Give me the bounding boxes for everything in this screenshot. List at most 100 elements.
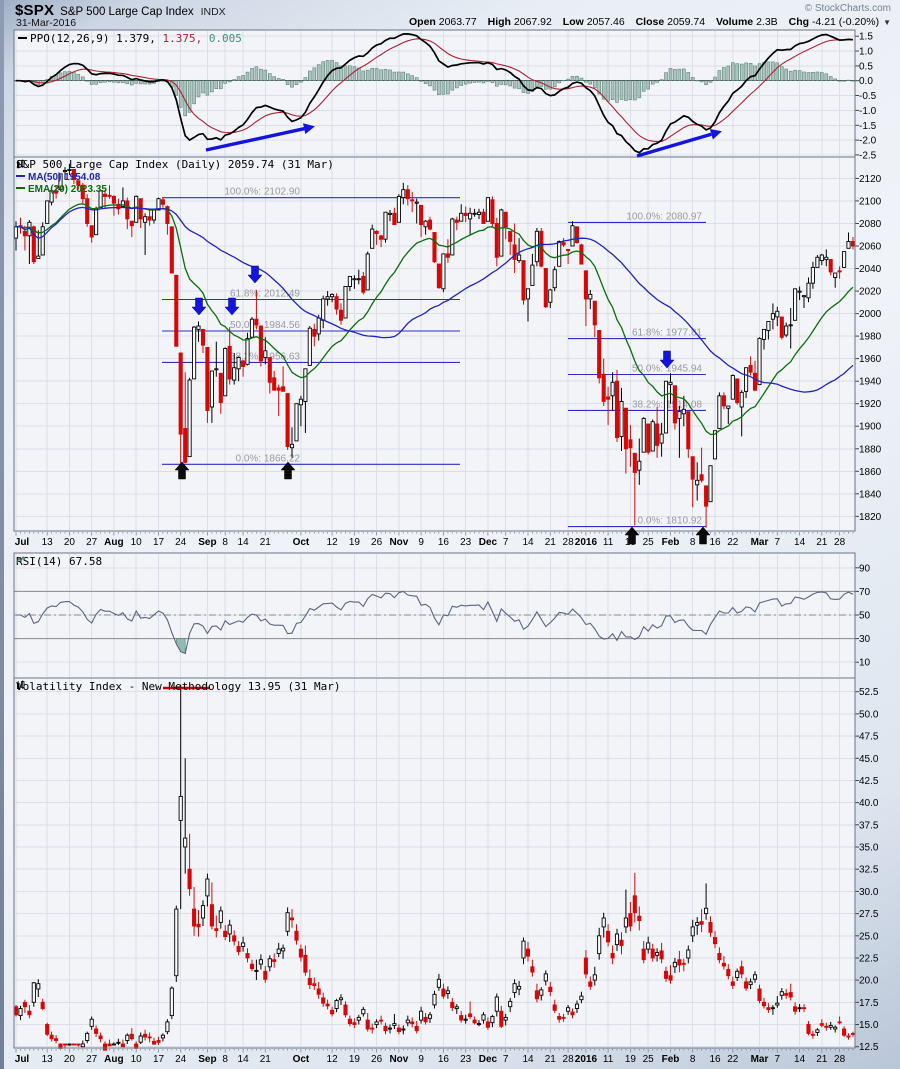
svg-text:61.8%: 2012.49: 61.8%: 2012.49 [230, 289, 300, 300]
svg-text:Mar: Mar [751, 537, 769, 548]
svg-text:13: 13 [42, 537, 54, 548]
svg-text:30: 30 [859, 634, 871, 645]
svg-text:2120: 2120 [859, 174, 882, 185]
svg-text:28: 28 [563, 1054, 575, 1065]
svg-text:22: 22 [727, 537, 739, 548]
close-label: Close [635, 16, 665, 28]
svg-text:1960: 1960 [859, 354, 882, 365]
rsi-series [14, 590, 855, 655]
svg-text:52.5: 52.5 [859, 687, 879, 698]
svg-text:20: 20 [64, 1054, 76, 1065]
svg-text:20: 20 [64, 537, 76, 548]
svg-text:2100: 2100 [859, 196, 882, 207]
stockcharts-credit: © StockCharts.com [804, 3, 891, 14]
svg-text:27.5: 27.5 [859, 909, 879, 920]
svg-text:27: 27 [86, 537, 98, 548]
symbol: $SPX [15, 2, 55, 19]
ppo-line-swatch [18, 37, 27, 39]
rsi-line [16, 590, 854, 655]
svg-text:21: 21 [816, 537, 828, 548]
svg-text:1920: 1920 [859, 399, 882, 410]
svg-text:1.5: 1.5 [859, 32, 873, 43]
svg-text:0.5: 0.5 [859, 61, 873, 72]
ma50-swatch [16, 174, 25, 177]
svg-text:1840: 1840 [859, 489, 882, 500]
svg-text:0.0: 0.0 [859, 76, 873, 87]
svg-text:Sep: Sep [198, 537, 216, 548]
ema20-label: EMA(20) 2023.35 [28, 184, 107, 195]
vix-icon [17, 680, 25, 690]
svg-text:50: 50 [859, 611, 871, 622]
svg-text:-2.0: -2.0 [859, 136, 877, 147]
svg-text:7: 7 [503, 537, 509, 548]
svg-text:50.0%: 1945.94: 50.0%: 1945.94 [632, 364, 702, 375]
date-axis: Jul 13 20 27 Aug 10 17 24 Sep 8 14 21 Oct 12 19 26 Nov 9 1… [15, 532, 854, 548]
svg-text:Oct: Oct [293, 537, 310, 548]
window-edge [0, 0, 4, 1069]
svg-text:16: 16 [709, 1054, 721, 1065]
vix-panel: 52.5 50.0 47.5 45.0 42.5 40.0 37.5 35.0 32.5 30.0… [14, 678, 879, 1053]
main-title-row: S&P 500 Large Cap Index (Daily) 2059.74 … [16, 158, 334, 172]
svg-text:Jul: Jul [15, 1054, 30, 1065]
svg-text:25: 25 [643, 1054, 655, 1065]
svg-text:16: 16 [438, 537, 450, 548]
chg-value: -4.21 (-0.20%) [811, 16, 880, 28]
svg-text:0.0%: 1866.22: 0.0%: 1866.22 [236, 453, 301, 464]
ppo-legend-label: PPO(12,26,9) [30, 32, 117, 45]
svg-text:Dec: Dec [479, 537, 498, 548]
svg-text:50.0: 50.0 [859, 709, 879, 720]
svg-text:21: 21 [545, 1054, 557, 1065]
svg-text:Jul: Jul [15, 537, 30, 548]
exchange-label: INDX [200, 6, 226, 18]
svg-text:Nov: Nov [389, 1054, 408, 1065]
svg-text:19: 19 [625, 1054, 637, 1065]
vix-candles [13, 684, 856, 1051]
svg-text:14: 14 [794, 1054, 806, 1065]
svg-text:2000: 2000 [859, 309, 882, 320]
open-value: 2063.77 [438, 16, 477, 28]
ppo-series [14, 33, 855, 154]
svg-text:100.0%: 2080.97: 100.0%: 2080.97 [626, 211, 702, 222]
svg-text:9: 9 [418, 1054, 424, 1065]
chg-dropdown-icon[interactable]: ▼ [883, 18, 891, 27]
svg-text:-1.5: -1.5 [859, 121, 877, 132]
date-axis: Jul 13 20 27 Aug 10 17 24 Sep 8 14 21 Oct 12 19 26 Nov 9 1… [15, 1049, 854, 1065]
svg-text:2040: 2040 [859, 264, 882, 275]
rsi-title: RSI(14) 67.58 [16, 555, 103, 568]
svg-text:19: 19 [349, 1054, 361, 1065]
svg-text:Oct: Oct [293, 1054, 310, 1065]
close-value: 2059.74 [667, 16, 706, 28]
svg-text:2060: 2060 [859, 242, 882, 253]
ppo-signal-line [16, 38, 853, 143]
svg-text:10: 10 [131, 537, 143, 548]
svg-text:Mar: Mar [751, 1054, 769, 1065]
svg-text:9: 9 [418, 537, 424, 548]
svg-text:Dec: Dec [479, 1054, 498, 1065]
svg-text:14: 14 [238, 537, 250, 548]
svg-text:11: 11 [603, 537, 614, 548]
svg-text:-1.0: -1.0 [859, 106, 877, 117]
rsi-legend: RSI(14) 67.58 [16, 555, 102, 568]
svg-text:10: 10 [859, 658, 871, 669]
svg-text:8: 8 [222, 537, 228, 548]
rsi-panel: 90 70 50 30 10 [14, 553, 871, 678]
svg-text:45.0: 45.0 [859, 754, 879, 765]
svg-text:-2.5: -2.5 [859, 150, 877, 161]
svg-text:35.0: 35.0 [859, 843, 879, 854]
svg-text:7: 7 [775, 537, 781, 548]
svg-text:2020: 2020 [859, 287, 882, 298]
quote-strip: Open 2063.77 High 2067.92 Low 2057.46 Cl… [401, 16, 891, 28]
svg-text:1820: 1820 [859, 512, 882, 523]
svg-text:14: 14 [238, 1054, 250, 1065]
svg-text:1880: 1880 [859, 444, 882, 455]
chart-header: $SPX S&P 500 Large Cap Index INDX [15, 2, 226, 20]
ema20-legend: EMA(20) 2023.35 [16, 184, 334, 197]
svg-text:Nov: Nov [389, 537, 408, 548]
svg-text:16: 16 [709, 537, 721, 548]
chg-label: Chg [788, 16, 810, 28]
main-legend: S&P 500 Large Cap Index (Daily) 2059.74 … [16, 158, 334, 197]
svg-text:25: 25 [643, 537, 655, 548]
svg-text:14: 14 [522, 1054, 534, 1065]
svg-text:12.5: 12.5 [859, 1042, 879, 1053]
